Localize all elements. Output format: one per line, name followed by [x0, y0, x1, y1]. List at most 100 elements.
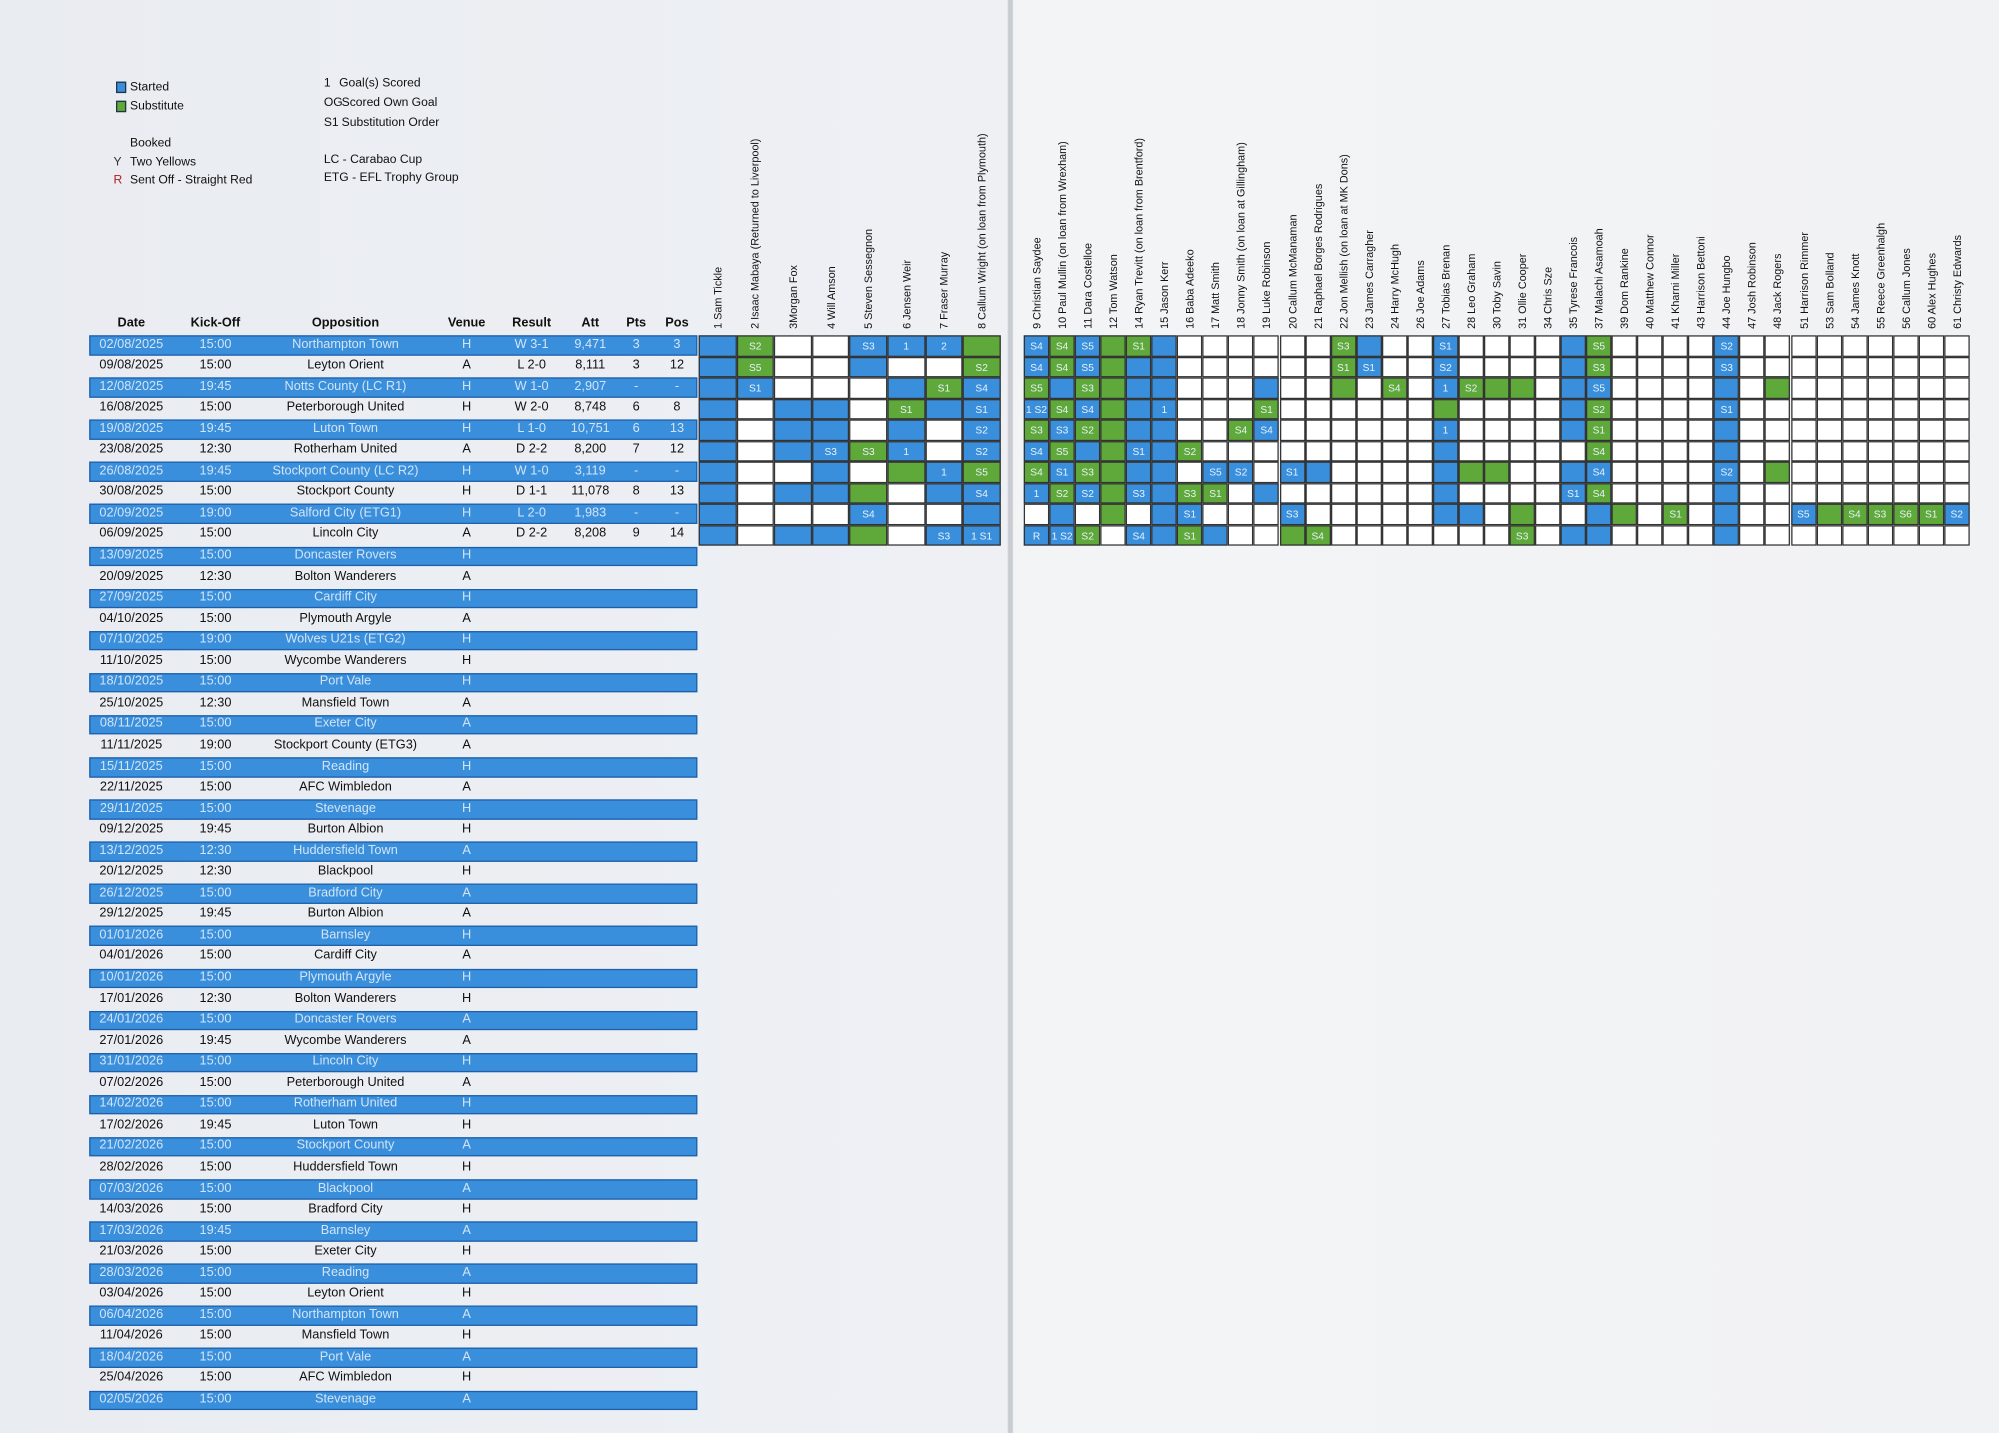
appearance-cell: [1432, 461, 1459, 483]
appearance-cell: [925, 440, 963, 462]
table-cell: -: [634, 379, 639, 394]
appearance-cell: [1458, 461, 1484, 483]
table-cell: 21/02/2026: [99, 1138, 164, 1154]
appearance-cell: [698, 419, 737, 441]
column-header: Kick-Off: [190, 316, 241, 331]
appearance-cell: [1279, 419, 1305, 441]
table-cell: H: [461, 1371, 472, 1386]
appearance-cell: [1867, 377, 1893, 399]
appearance-cell: S2: [1049, 482, 1075, 505]
appearance-cell: [1662, 525, 1689, 547]
appearance-cell: [1279, 482, 1305, 505]
table-cell: Wolves U21s (ETG2): [285, 632, 406, 647]
appearance-cell: [1816, 356, 1842, 378]
table-cell: H: [461, 632, 472, 647]
appearance-cell: [1918, 335, 1944, 357]
appearance-cell: 1: [887, 335, 926, 357]
appearance-cell: [1713, 419, 1740, 441]
appearance-cell: [1228, 377, 1254, 399]
appearance-cell: S3: [925, 525, 963, 547]
appearance-cell: [1688, 482, 1714, 505]
appearance-cell: [811, 482, 850, 505]
appearance-cell: S3: [1867, 504, 1893, 526]
appearance-cell: [1483, 440, 1510, 462]
table-cell: 19:45: [199, 1117, 232, 1132]
appearance-cell: S3: [849, 335, 888, 357]
table-cell: H: [461, 1286, 472, 1301]
appearance-cell: [1330, 398, 1357, 420]
table-cell: 11/04/2026: [99, 1328, 163, 1343]
appearance-cell: [1432, 525, 1459, 547]
key-label: LC - Carabao Cup: [323, 152, 423, 168]
table-cell: H: [461, 548, 472, 563]
appearance-cell: [1534, 377, 1561, 399]
appearance-cell: [962, 335, 1001, 357]
appearance-cell: [849, 482, 888, 505]
table-cell: 26/08/2025: [99, 463, 164, 478]
table-cell: A: [462, 906, 471, 921]
appearance-cell: S1: [1049, 461, 1075, 483]
player-name: 3Morgan Fox: [786, 265, 800, 329]
table-cell: Rotherham United: [293, 1096, 398, 1111]
appearance-cell: [1151, 419, 1178, 441]
player-name: 34 Chris Sze: [1541, 266, 1555, 329]
appearance-cell: [1816, 377, 1842, 399]
appearance-cell: [1125, 419, 1152, 441]
appearance-cell: [1253, 525, 1280, 547]
column-header: Result: [512, 316, 552, 331]
table-cell: 18/04/2026: [99, 1349, 164, 1365]
appearance-cell: [736, 504, 775, 526]
table-cell: Wycombe Wanderers: [284, 1033, 407, 1048]
row-band: [89, 799, 698, 820]
row-band: [89, 1094, 698, 1115]
legend-label: Sent Off - Straight Red: [130, 173, 253, 188]
table-cell: D 2-2: [516, 527, 548, 542]
table-cell: 15:00: [199, 611, 232, 626]
appearance-cell: [1739, 525, 1766, 547]
appearance-cell: [1534, 482, 1561, 505]
appearance-cell: [1304, 335, 1331, 357]
table-cell: Peterborough United: [286, 400, 405, 415]
appearance-cell: [1943, 398, 1970, 420]
table-cell: 1,983: [574, 505, 607, 521]
appearance-cell: [1151, 461, 1178, 483]
appearance-cell: [1765, 525, 1791, 547]
appearance-cell: S2: [1713, 461, 1740, 483]
table-cell: Burton Albion: [307, 822, 384, 837]
appearance-cell: [1662, 377, 1689, 399]
appearance-cell: [1918, 525, 1944, 547]
row-band: [89, 1179, 698, 1200]
table-cell: 15:00: [199, 1054, 232, 1069]
table-cell: Bolton Wanderers: [294, 991, 397, 1006]
appearance-cell: S2: [1074, 482, 1101, 505]
table-cell: Barnsley: [320, 1223, 371, 1238]
appearance-cell: [1483, 398, 1510, 420]
player-name: 14 Ryan Trevitt (on loan from Brentford): [1132, 137, 1146, 329]
table-cell: A: [462, 1075, 471, 1090]
appearance-cell: [1483, 419, 1510, 441]
appearance-cell: [1637, 398, 1663, 420]
appearance-cell: [1509, 335, 1535, 357]
table-cell: -: [674, 379, 680, 394]
appearance-cell: S5: [1586, 377, 1612, 399]
table-cell: 20/09/2025: [99, 569, 164, 584]
appearance-cell: [1637, 504, 1663, 526]
appearance-cell: 1: [887, 440, 926, 462]
appearance-cell: [1637, 356, 1663, 378]
table-cell: 15/11/2025: [99, 759, 163, 774]
appearance-cell: [1228, 504, 1254, 526]
table-cell: 19:00: [199, 632, 232, 647]
player-name: 47 Josh Robinson: [1745, 242, 1759, 329]
player-name: 5 Steven Sessegnon: [862, 228, 875, 329]
appearance-cell: [1253, 377, 1280, 399]
player-name: 24 Harry McHugh: [1388, 244, 1401, 329]
appearance-cell: [887, 377, 926, 399]
table-cell: 24/01/2026: [99, 1012, 164, 1027]
appearance-cell: [1509, 504, 1535, 526]
row-band: [89, 630, 698, 651]
appearance-cell: [1637, 377, 1663, 399]
player-name: 39 Dom Rankine: [1618, 248, 1631, 329]
appearance-cell: [1381, 356, 1408, 378]
table-cell: Cardiff City: [314, 949, 377, 964]
table-cell: Port Vale: [319, 674, 372, 689]
